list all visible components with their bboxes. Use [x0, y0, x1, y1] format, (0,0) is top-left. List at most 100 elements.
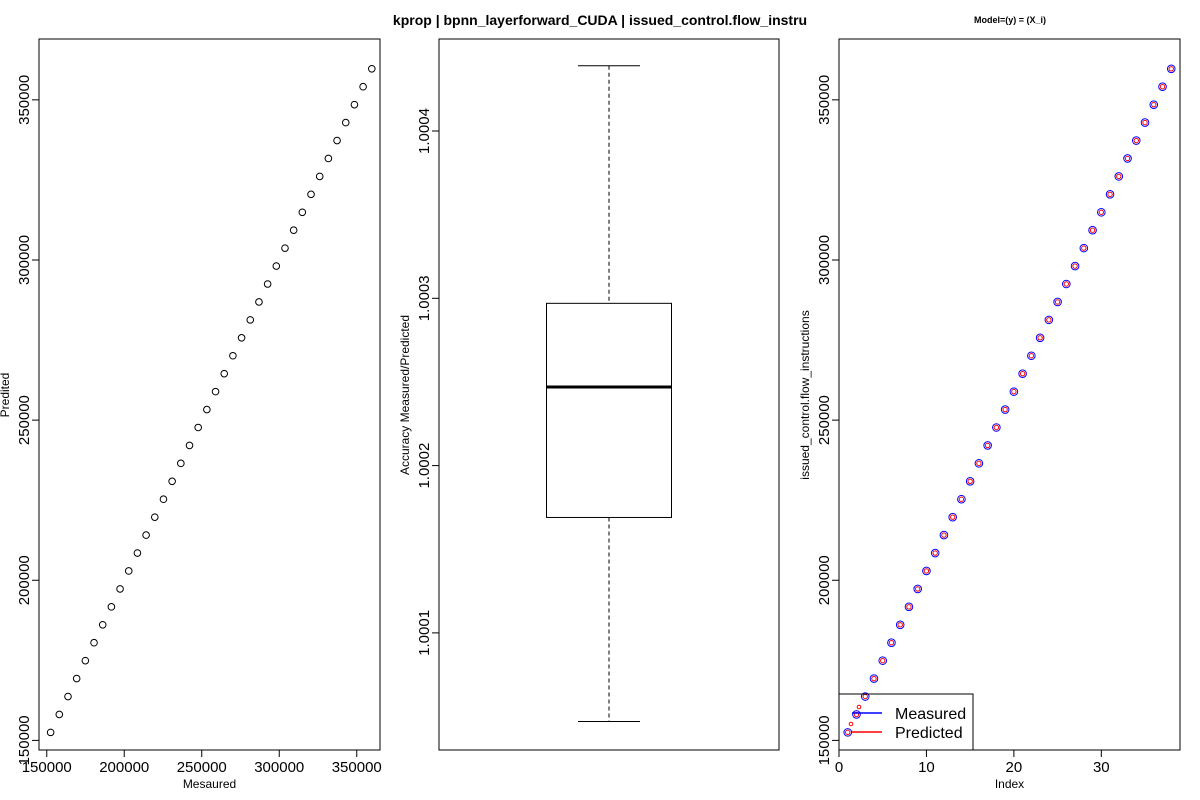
measured-point: [904, 602, 914, 612]
panel-title: Model=(y) = (X_i): [974, 15, 1046, 25]
measured-point: [1027, 351, 1036, 361]
data-point: [116, 585, 124, 593]
measured-point: [860, 692, 870, 701]
data-point: [107, 603, 116, 611]
predicted-point: [906, 604, 912, 610]
predicted-point: [1037, 335, 1043, 341]
measured-point: [1158, 82, 1167, 92]
data-point: [220, 369, 229, 378]
y-tick-label: 1.0003: [416, 275, 433, 321]
x-axis-title: Index: [995, 777, 1024, 791]
y-tick-label: 150000: [16, 715, 33, 765]
data-point: [55, 710, 64, 719]
data-point: [142, 531, 150, 539]
data-point: [341, 118, 350, 127]
predicted-point: [967, 478, 973, 484]
data-point: [185, 441, 194, 450]
data-point: [46, 728, 55, 737]
data-point: [272, 262, 281, 270]
predicted-point: [932, 550, 938, 556]
predicted-point: [1054, 299, 1061, 305]
measured-point: [939, 530, 949, 540]
measured-point: [1053, 297, 1062, 307]
y-tick-label: 300000: [16, 235, 33, 285]
measured-point: [1035, 333, 1045, 343]
measured-point: [1018, 369, 1027, 378]
predicted-point: [1151, 101, 1157, 108]
y-tick-label: 300000: [816, 235, 833, 285]
data-point: [307, 190, 315, 199]
data-point: [333, 136, 341, 145]
predicted-point: [976, 460, 982, 467]
plot-frame: [38, 38, 381, 751]
predicted-point: [845, 729, 851, 736]
y-axis: 150000 200000 250000 300000 350000: [16, 75, 40, 765]
measured-point: [1097, 207, 1106, 217]
legend-marker-measured: [856, 704, 862, 710]
predicted-point: [1011, 388, 1017, 395]
measured-point: [869, 674, 879, 683]
predicted-point: [1081, 245, 1087, 251]
data-point: [159, 495, 168, 504]
predicted-point: [941, 532, 947, 538]
data-point: [81, 656, 90, 665]
x-tick-label: 150000: [22, 759, 72, 776]
plot-frame: [838, 38, 1181, 751]
y-tick-label: 1.0002: [416, 443, 433, 489]
data-point: [194, 423, 202, 432]
measured-point: [1070, 261, 1080, 271]
predicted-point: [1019, 370, 1026, 377]
y-tick-label: 350000: [816, 75, 833, 125]
measured-point: [1131, 136, 1141, 145]
y-tick-label: 250000: [16, 395, 33, 445]
measured-point: [852, 710, 861, 719]
data-point: [298, 208, 307, 217]
predicted-point: [1168, 66, 1174, 72]
y-axis-title: issued_control.flow_instructions: [798, 310, 812, 479]
measured-point: [1009, 387, 1019, 396]
y-axis: 150000 200000 250000 300000 350000: [816, 75, 840, 765]
series-points: [843, 64, 1176, 737]
legend-marker-predicted: [848, 721, 854, 727]
data-point: [263, 280, 272, 288]
data-point: [72, 674, 81, 683]
measured-point: [1140, 118, 1150, 127]
measured-point: [974, 459, 984, 468]
measured-point: [948, 512, 957, 522]
measured-point: [1000, 405, 1010, 414]
predicted-point: [1142, 119, 1148, 126]
predicted-point: [1116, 173, 1122, 180]
predicted-point: [880, 657, 886, 664]
data-point: [124, 567, 133, 575]
interquartile-box: [546, 302, 672, 518]
predicted-point: [984, 442, 991, 449]
legend-box: [838, 693, 974, 751]
measured-point: [878, 656, 888, 665]
scatter-panel-model-index: Model=(y) = (X_i) 0 10 20 30 150000 200000 25…: [798, 15, 1181, 791]
data-point: [98, 620, 107, 629]
y-tick-label: 200000: [16, 555, 33, 605]
measured-point: [1079, 243, 1089, 253]
data-point: [359, 82, 367, 91]
y-tick-label: 200000: [816, 555, 833, 605]
boxplot: [546, 65, 672, 723]
predicted-point: [993, 424, 1000, 431]
measured-point: [843, 728, 853, 737]
y-tick-label: 1.0001: [416, 610, 433, 656]
y-axis-title: Accuracy Measured/Predicted: [398, 315, 412, 475]
predicted-point: [1046, 317, 1052, 323]
chart-title: kprop | bpnn_layerforward_CUDA | issued_…: [393, 12, 807, 28]
x-tick-label: 30: [1093, 759, 1110, 776]
data-point: [281, 244, 289, 252]
data-point: [289, 226, 298, 235]
predicted-point: [1124, 155, 1131, 162]
x-tick-label: 300000: [254, 759, 304, 776]
measured-point: [887, 638, 896, 648]
y-tick-label: 250000: [816, 395, 833, 445]
measured-point: [983, 441, 992, 450]
predicted-point: [1072, 263, 1078, 269]
measured-point: [1166, 64, 1176, 74]
measured-point: [965, 476, 975, 486]
legend: Measured Predicted: [838, 693, 974, 751]
